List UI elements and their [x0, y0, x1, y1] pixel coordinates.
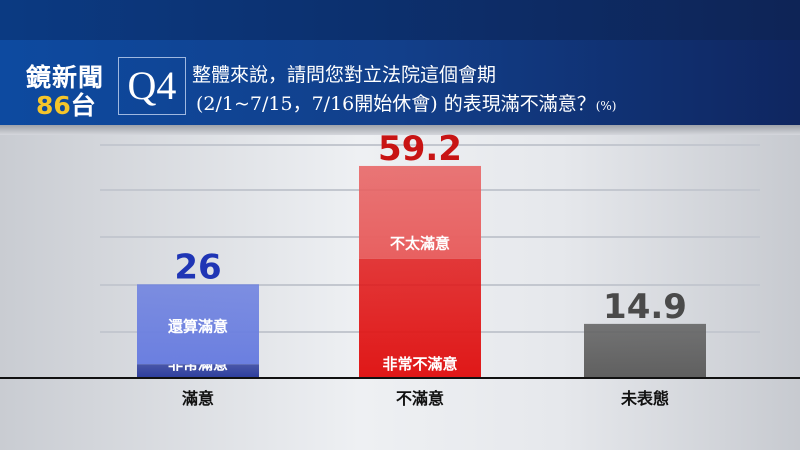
- bar-segment: [584, 323, 706, 377]
- segment-label: 還算滿意: [168, 317, 228, 335]
- bar-segment: [359, 165, 481, 259]
- bar-segment: [359, 258, 481, 377]
- logo-text: 鏡新聞: [26, 63, 105, 92]
- value-label: 14.9: [603, 287, 687, 327]
- question-line-2-text: (2/1~7/15，7/16開始休會) 的表現滿不滿意？: [196, 93, 596, 115]
- bar-segment: [137, 284, 259, 365]
- value-label: 26: [174, 247, 221, 287]
- header-divider: [0, 125, 800, 135]
- logo-channel-number: 86: [36, 91, 71, 120]
- value-label: 59.2: [378, 129, 462, 169]
- top-strip: [0, 0, 800, 40]
- unit-label: (%): [595, 99, 617, 113]
- question-line-2: (2/1~7/15，7/16開始休會) 的表現滿不滿意？(%): [196, 89, 616, 116]
- category-label: 未表態: [620, 389, 669, 408]
- logo-channel-suffix: 台: [70, 91, 96, 120]
- segment-label: 非常不滿意: [382, 355, 457, 373]
- category-label: 滿意: [182, 389, 214, 408]
- question-number: Q4: [118, 57, 186, 115]
- logo-channel: 86台: [36, 86, 96, 122]
- category-label: 不滿意: [396, 389, 444, 408]
- bar-segment: [137, 364, 259, 377]
- question-line-1: 整體來說，請問您對立法院這個會期: [192, 64, 497, 86]
- segment-label: 不太滿意: [390, 235, 450, 253]
